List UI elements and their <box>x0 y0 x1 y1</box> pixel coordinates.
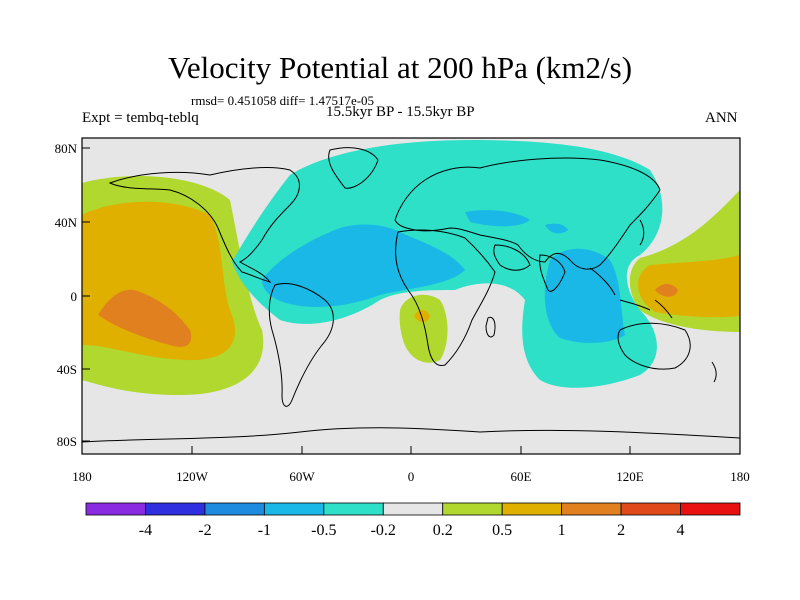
lat-tick-label: 80S <box>57 434 77 449</box>
lon-tick-label: 180 <box>72 469 92 484</box>
coast-australia <box>617 322 691 370</box>
lon-tick-label: 0 <box>408 469 415 484</box>
colorbar-label: -1 <box>258 522 271 539</box>
latitude-axis: 80N 40N 0 40S 80S <box>55 141 90 449</box>
lon-tick-label: 120W <box>176 469 209 484</box>
lon-tick-label: 60E <box>511 469 532 484</box>
map-title: Velocity Potential at 200 hPa (km2/s) <box>167 50 633 85</box>
pacific-negative-mid <box>465 210 530 227</box>
coast-south-america <box>268 283 334 407</box>
pacific-positive-strong <box>98 289 192 347</box>
lat-tick-label: 0 <box>71 289 78 304</box>
coast-new-zealand <box>711 361 717 383</box>
colorbar-label: -2 <box>198 522 211 539</box>
coast-eurasia <box>394 157 661 270</box>
lon-tick-label: 60W <box>289 469 315 484</box>
asia-negative-mid <box>545 223 568 234</box>
lat-tick-label: 40N <box>55 215 78 230</box>
colorbar-swatch <box>204 502 265 516</box>
colorbar-swatch <box>145 502 206 516</box>
coast-madagascar <box>485 316 496 338</box>
colorbar-label: -0.5 <box>311 522 336 539</box>
colorbar-label: 0.5 <box>492 522 512 539</box>
colorbar-label: -0.2 <box>371 522 396 539</box>
satlantic-positive-light <box>399 294 448 363</box>
stats-line: rmsd= 0.451058 diff= 1.47517e-05 <box>191 93 375 108</box>
colorbar: -4 -2 -1 -0.5 -0.2 0.2 0.5 1 2 4 <box>85 502 741 539</box>
longitude-axis: 180 120W 60W 0 60E 120E 180 <box>72 446 750 484</box>
field-contours <box>82 140 740 395</box>
colorbar-swatch <box>620 502 681 516</box>
colorbar-swatch <box>680 502 741 516</box>
coast-greenland <box>328 147 379 189</box>
experiment-label: Expt = tembq-teblq <box>82 110 199 126</box>
coast-arabia <box>493 244 531 271</box>
colorbar-swatch <box>263 502 325 516</box>
coast-africa <box>395 229 496 367</box>
coast-japan <box>639 219 645 246</box>
colorbar-label: 0.2 <box>433 522 453 539</box>
colorbar-label: 1 <box>558 522 566 539</box>
colorbar-swatch <box>501 502 563 516</box>
lat-tick-label: 80N <box>55 141 78 156</box>
lon-tick-label: 120E <box>616 469 644 484</box>
westpacific-positive-strong <box>655 284 678 297</box>
period-label: 15.5kyr BP - 15.5kyr BP <box>326 104 475 120</box>
colorbar-swatch <box>442 502 503 516</box>
colorbar-label: -4 <box>139 522 152 539</box>
colorbar-label: 4 <box>677 522 685 539</box>
lon-tick-label: 180 <box>730 469 750 484</box>
colorbar-label: 2 <box>617 522 625 539</box>
colorbar-swatch <box>561 502 622 516</box>
colorbar-swatch <box>85 502 146 516</box>
coast-india <box>539 254 566 292</box>
satlantic-positive-mid <box>414 310 430 322</box>
coast-se-asia <box>589 267 673 319</box>
coast-antarctica <box>82 427 740 443</box>
colorbar-swatch <box>323 502 384 516</box>
coastlines <box>82 147 740 443</box>
atlantic-negative-mid <box>262 224 465 307</box>
season-label: ANN <box>705 110 738 126</box>
coast-north-america <box>108 167 300 283</box>
lat-tick-label: 40S <box>57 362 77 377</box>
colorbar-swatch <box>382 502 444 516</box>
westpacific-positive-mid <box>638 255 740 318</box>
